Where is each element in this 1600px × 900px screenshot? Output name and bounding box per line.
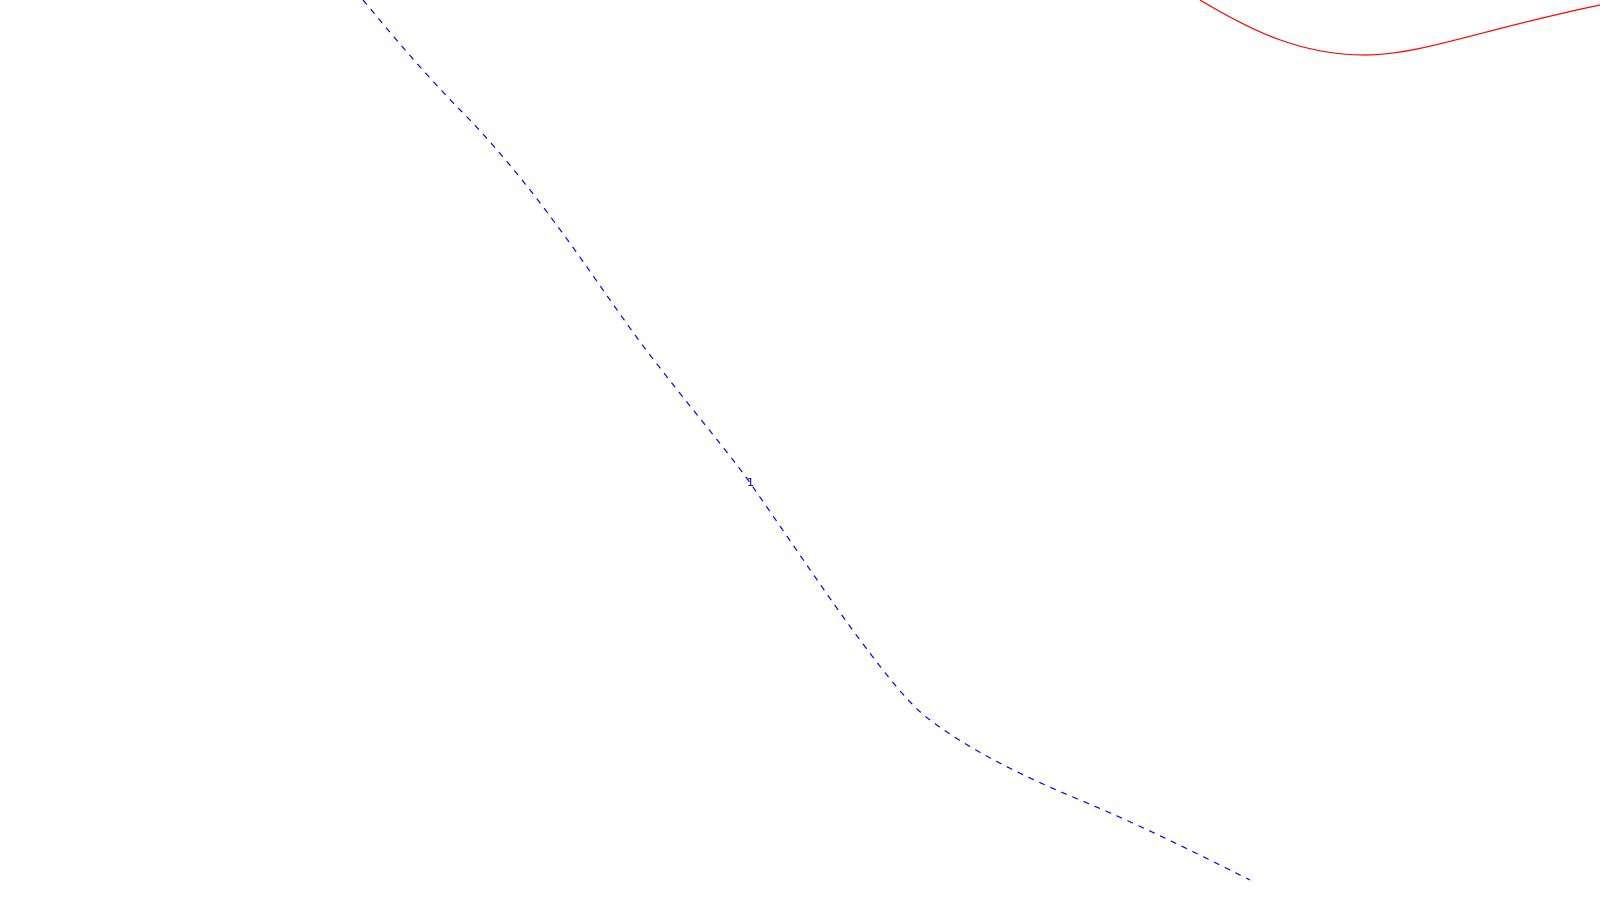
route-number-label: 1 [747, 476, 754, 489]
red-boundary-line [1199, 0, 1600, 56]
